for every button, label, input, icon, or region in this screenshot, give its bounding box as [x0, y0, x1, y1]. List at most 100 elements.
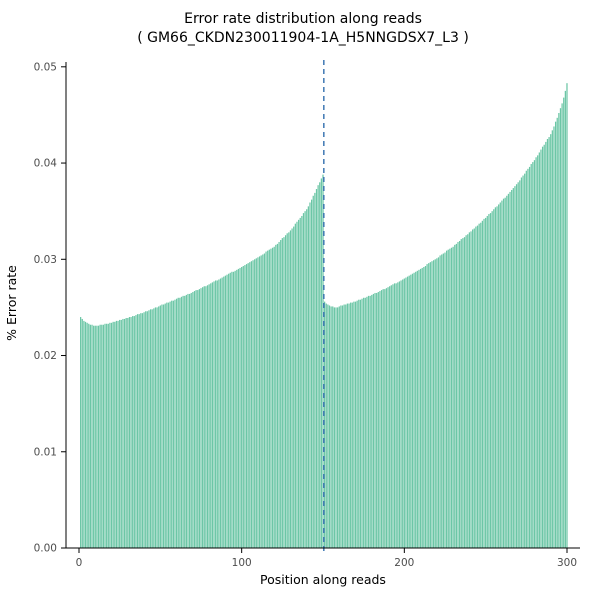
error-rate-bar — [376, 292, 378, 548]
error-rate-bar — [350, 302, 352, 548]
error-rate-bar — [553, 126, 555, 548]
error-rate-bar — [291, 228, 293, 549]
error-rate-bar — [475, 226, 477, 548]
error-rate-bar — [468, 232, 471, 548]
error-rate-bar — [450, 247, 453, 549]
error-rate-bar — [262, 254, 264, 549]
error-rate-bar — [494, 207, 497, 548]
error-rate-bar — [441, 254, 443, 549]
error-rate-bar — [130, 317, 132, 548]
error-rate-bar — [377, 292, 379, 548]
error-rate-bar — [421, 267, 423, 548]
error-rate-bar — [564, 90, 566, 549]
error-rate-bar — [395, 283, 397, 548]
error-rate-bar — [179, 297, 181, 548]
error-rate-bar — [515, 184, 518, 548]
x-axis-label: Position along reads — [260, 572, 386, 587]
error-rate-bar — [252, 260, 254, 548]
error-rate-bar — [558, 113, 560, 548]
error-rate-bar — [202, 287, 204, 548]
error-rate-bar — [174, 299, 176, 548]
error-rate-bar — [374, 292, 376, 548]
error-rate-bar — [286, 233, 288, 549]
error-rate-bar — [476, 225, 479, 548]
error-rate-bar — [110, 322, 113, 548]
error-rate-bar — [472, 229, 474, 548]
error-rate-bar — [488, 214, 490, 548]
error-rate-bar — [369, 295, 371, 548]
error-rate-bar — [175, 298, 178, 548]
error-rate-bar — [154, 307, 157, 548]
error-rate-bar — [146, 311, 148, 548]
error-rate-bar — [483, 218, 485, 548]
error-rate-bar — [444, 252, 446, 549]
error-rate-bar — [455, 243, 457, 548]
error-rate-bar — [459, 241, 461, 548]
error-rate-bar — [418, 269, 420, 548]
error-rate-bar — [159, 305, 161, 548]
error-rate-bar — [177, 297, 179, 548]
error-rate-bar — [80, 317, 82, 548]
error-rate-bar — [314, 192, 316, 548]
error-rate-bar — [517, 182, 519, 549]
error-rate-bar — [278, 241, 280, 548]
error-rate-bar — [351, 302, 353, 548]
error-rate-bar — [293, 226, 295, 548]
y-axis-label: % Error rate — [4, 265, 19, 341]
error-rate-bar — [123, 318, 126, 548]
error-rate-bar — [419, 268, 422, 548]
error-rate-bar — [337, 307, 339, 548]
error-rate-bar — [411, 273, 414, 548]
error-rate-bar — [102, 324, 105, 548]
error-rate-bar — [511, 190, 513, 548]
error-rate-bar — [431, 261, 433, 548]
error-rate-bar — [442, 253, 444, 548]
error-rate-bar — [457, 241, 459, 548]
error-rate-bar — [423, 266, 425, 548]
error-rate-bar — [525, 170, 527, 548]
error-rate-bar — [566, 83, 568, 549]
chart-subtitle: ( GM66_CKDN230011904-1A_H5NNGDSX7_L3 ) — [137, 30, 469, 46]
error-rate-bar — [398, 281, 401, 548]
error-rate-bar — [296, 221, 298, 548]
error-rate-bar — [270, 248, 272, 548]
error-rate-bar — [348, 303, 350, 548]
error-rate-bar — [88, 323, 90, 548]
error-rate-bar — [281, 238, 283, 549]
error-rate-bar — [436, 258, 438, 548]
error-rate-bar — [434, 259, 436, 548]
error-rate-bar — [379, 291, 381, 548]
error-rate-bar — [400, 280, 402, 548]
y-tick-label: 0.03 — [34, 254, 57, 266]
error-rate-bar — [273, 246, 275, 548]
error-rate-bar — [260, 255, 262, 548]
error-rate-bar — [428, 263, 430, 548]
error-rate-bar — [304, 211, 306, 549]
error-rate-bar — [193, 291, 196, 548]
error-rate-bar — [284, 235, 287, 549]
error-rate-bar — [465, 235, 467, 549]
error-rate-bar — [91, 324, 93, 548]
error-rate-bar — [164, 303, 166, 548]
error-rate-bar — [101, 324, 103, 548]
error-rate-bar — [289, 230, 292, 549]
error-rate-bar — [330, 306, 332, 548]
error-rate-bar — [514, 186, 516, 548]
error-rate-bar — [327, 304, 329, 548]
error-rate-bar — [210, 283, 212, 548]
error-rate-bar — [109, 322, 111, 548]
error-rate-bar — [132, 316, 134, 548]
error-rate-bar — [106, 323, 108, 548]
error-rate-bar — [325, 303, 327, 548]
error-rate-bar — [145, 311, 147, 548]
y-tick-label: 0.02 — [34, 350, 57, 362]
error-rate-bar — [460, 239, 462, 548]
error-rate-bar — [387, 287, 389, 548]
error-rate-bar — [271, 247, 274, 549]
error-rate-bar — [504, 197, 506, 548]
error-rate-bar — [309, 202, 311, 548]
error-rate-bar — [180, 296, 183, 548]
error-rate-bar — [559, 108, 562, 548]
error-rate-bar — [250, 261, 253, 548]
error-rate-bar — [120, 319, 122, 548]
